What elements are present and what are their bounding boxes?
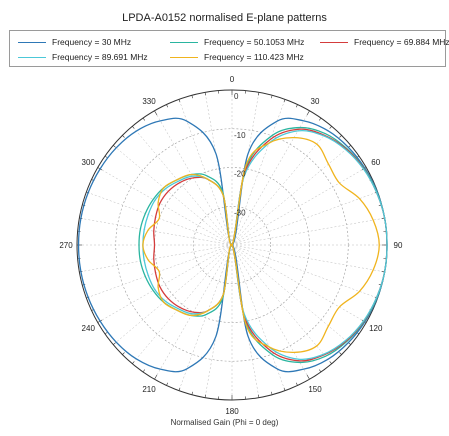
angle-tick bbox=[142, 369, 146, 373]
legend-entry: Frequency = 30 MHz bbox=[18, 36, 131, 48]
angle-tick-label: 30 bbox=[311, 97, 320, 106]
angle-tick bbox=[318, 369, 322, 373]
angle-tick bbox=[122, 352, 125, 355]
angle-tick-label: 270 bbox=[59, 241, 73, 250]
grid-spoke bbox=[231, 110, 310, 246]
angle-tick bbox=[318, 117, 322, 121]
angle-tick bbox=[113, 342, 116, 345]
grid-spoke bbox=[113, 145, 233, 246]
legend-swatch bbox=[18, 56, 46, 58]
grid-spoke bbox=[132, 244, 233, 364]
angle-tick bbox=[306, 374, 310, 380]
angle-tick bbox=[339, 352, 342, 355]
angle-tick bbox=[166, 104, 169, 108]
angle-tick bbox=[204, 394, 206, 398]
legend-label: Frequency = 69.884 MHz bbox=[354, 37, 449, 47]
grid-spoke bbox=[231, 244, 286, 391]
angle-tick bbox=[204, 92, 206, 96]
angle-tick bbox=[306, 110, 310, 116]
legend-label: Frequency = 89.691 MHz bbox=[52, 52, 148, 62]
angle-tick bbox=[154, 110, 158, 116]
angle-tick bbox=[271, 95, 273, 99]
radial-tick-label: -30 bbox=[234, 208, 246, 217]
angle-tick bbox=[113, 145, 116, 148]
legend-swatch bbox=[18, 41, 46, 43]
grid-spoke bbox=[178, 244, 233, 391]
grid-spoke bbox=[113, 244, 233, 345]
angle-tick bbox=[339, 135, 342, 138]
series-line bbox=[142, 136, 380, 354]
angle-tick bbox=[283, 387, 286, 391]
angle-tick-label: 90 bbox=[394, 241, 403, 250]
angle-tick bbox=[132, 361, 135, 364]
angle-tick-label: 120 bbox=[369, 324, 383, 333]
axis-caption: Normalised Gain (Phi = 0 deg) bbox=[170, 418, 279, 427]
grid-spoke bbox=[231, 145, 351, 246]
series-group bbox=[77, 117, 388, 373]
grid-spoke bbox=[97, 244, 233, 323]
angle-tick bbox=[154, 374, 158, 380]
angle-tick bbox=[329, 126, 332, 129]
tick-labels: 0 30 60 90 120 150 180 210 240 270 300 330 0 -10 -20 -3… bbox=[59, 75, 403, 416]
chart-title: LPDA-A0152 normalised E-plane patterns bbox=[122, 12, 327, 24]
radial-tick-label: -10 bbox=[234, 131, 246, 140]
legend-swatch bbox=[320, 41, 348, 43]
angle-tick bbox=[166, 382, 169, 386]
legend: Frequency = 30 MHz Frequency = 50.1053 M… bbox=[9, 30, 449, 67]
radial-tick-label: -20 bbox=[234, 170, 246, 179]
grid-spoke bbox=[79, 217, 233, 246]
legend-label: Frequency = 50.1053 MHz bbox=[204, 37, 305, 47]
angle-tick-label: 180 bbox=[225, 407, 239, 416]
angle-tick bbox=[258, 92, 260, 96]
radial-tick-label: 0 bbox=[234, 92, 239, 101]
legend-swatch bbox=[170, 41, 198, 43]
angle-tick bbox=[191, 95, 193, 99]
angle-tick-label: 240 bbox=[82, 324, 96, 333]
angle-tick bbox=[104, 155, 108, 159]
grid-spoke bbox=[231, 244, 351, 345]
grid-spoke bbox=[79, 244, 233, 273]
angle-tick bbox=[295, 382, 298, 386]
legend-entry: Frequency = 110.423 MHz bbox=[170, 51, 304, 63]
angle-tick bbox=[329, 361, 332, 364]
angle-tick-label: 300 bbox=[82, 158, 96, 167]
grid-spoke bbox=[231, 244, 367, 323]
grid-spoke bbox=[231, 167, 367, 246]
grid-spoke bbox=[231, 244, 310, 380]
angle-tick bbox=[142, 117, 146, 121]
angle-tick-label: 150 bbox=[308, 385, 322, 394]
angle-tick-label: 0 bbox=[230, 75, 235, 84]
angle-tick bbox=[178, 387, 181, 391]
angle-tick bbox=[191, 391, 193, 395]
grid-spoke bbox=[231, 244, 332, 364]
grid-spoke bbox=[132, 126, 233, 246]
angle-tick bbox=[104, 331, 108, 335]
grid-spoke bbox=[231, 126, 332, 246]
grid-spoke bbox=[231, 217, 385, 246]
angle-tick bbox=[132, 126, 135, 129]
angle-tick-label: 60 bbox=[371, 158, 380, 167]
grid-spoke bbox=[231, 99, 286, 246]
angle-tick bbox=[271, 391, 273, 395]
grid-spoke bbox=[231, 244, 378, 299]
angle-tick bbox=[283, 99, 286, 103]
angle-tick bbox=[295, 104, 298, 108]
legend-label: Frequency = 30 MHz bbox=[52, 37, 132, 47]
legend-label: Frequency = 110.423 MHz bbox=[204, 52, 304, 62]
angle-tick bbox=[178, 99, 181, 103]
legend-entry: Frequency = 89.691 MHz bbox=[18, 51, 148, 63]
angle-tick-label: 330 bbox=[142, 97, 156, 106]
angle-tick bbox=[122, 135, 125, 138]
legend-entry: Frequency = 50.1053 MHz bbox=[170, 36, 304, 48]
grid-spoke bbox=[231, 191, 378, 246]
grid-spoke bbox=[97, 167, 233, 246]
angle-tick-label: 210 bbox=[142, 385, 156, 394]
grid-ring bbox=[192, 205, 272, 285]
legend-entry: Frequency = 69.884 MHz bbox=[320, 36, 449, 48]
grid-spoke bbox=[231, 244, 385, 273]
grid-spoke bbox=[178, 99, 233, 246]
legend-swatch bbox=[170, 56, 198, 58]
angle-tick bbox=[258, 394, 260, 398]
